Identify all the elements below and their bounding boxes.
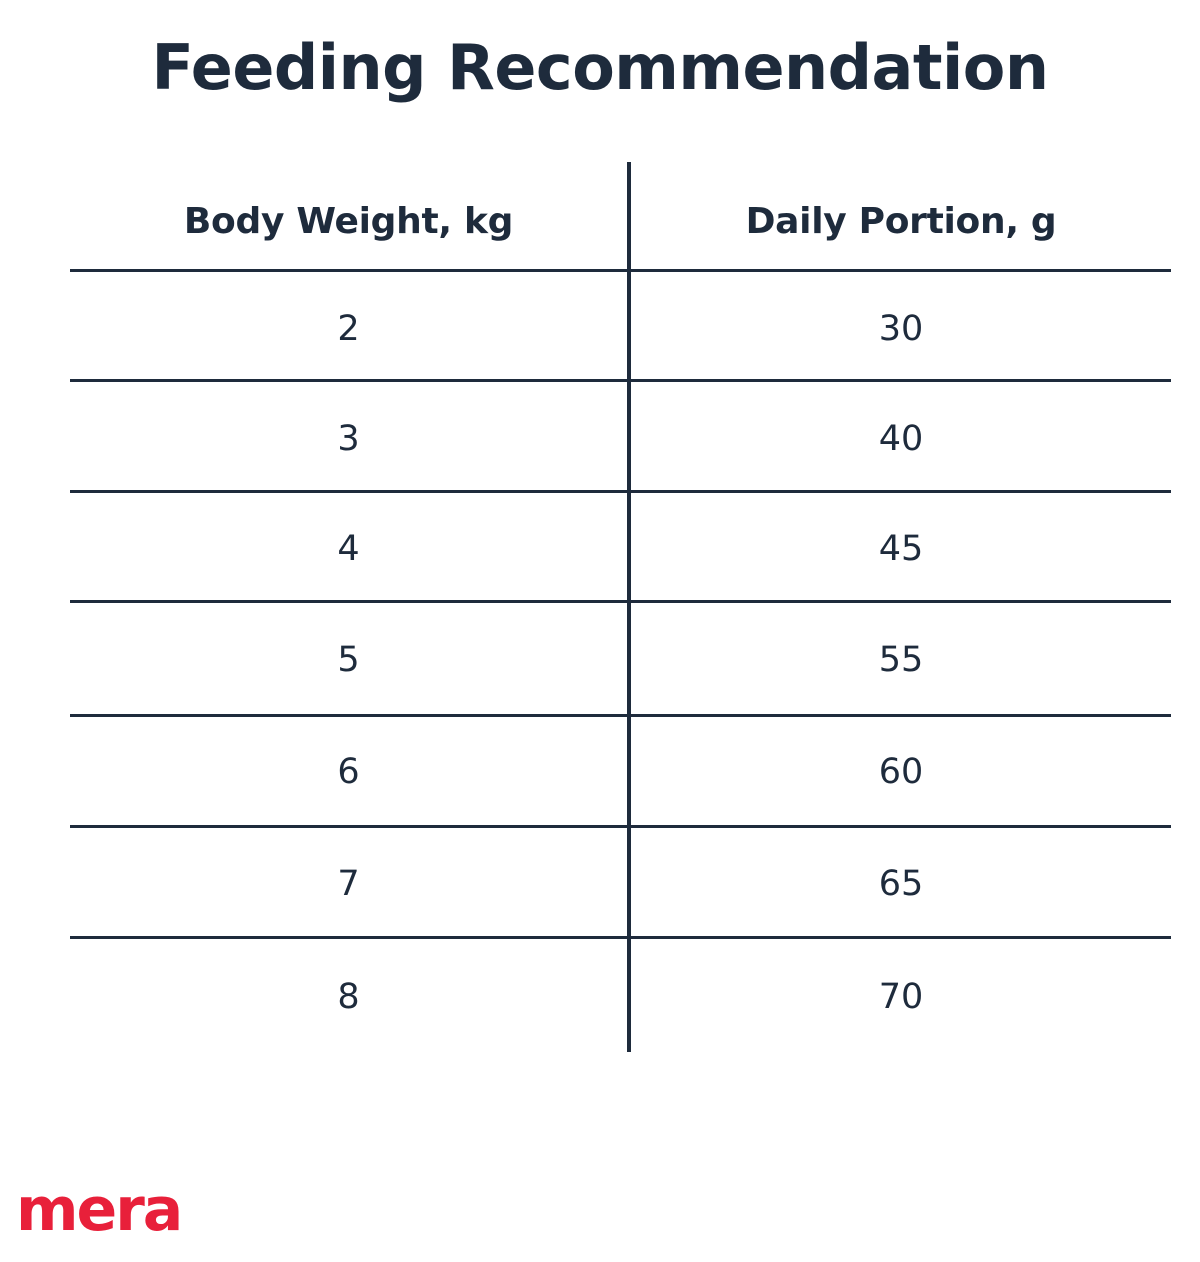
cell-body-weight: 5 <box>337 640 360 680</box>
mera-logo: mera <box>16 1175 183 1245</box>
cell-body-weight: 8 <box>337 977 360 1017</box>
cell-daily-portion: 30 <box>878 309 924 349</box>
row-divider <box>70 825 1171 828</box>
row-divider <box>70 490 1171 493</box>
cell-daily-portion: 55 <box>878 640 924 680</box>
header-daily-portion: Daily Portion, g <box>745 201 1057 242</box>
row-divider <box>70 714 1171 717</box>
row-divider <box>70 936 1171 939</box>
row-divider <box>70 379 1171 382</box>
column-divider <box>627 162 631 1052</box>
page-title: Feeding Recommendation <box>151 31 1049 104</box>
cell-body-weight: 7 <box>337 864 360 904</box>
cell-daily-portion: 60 <box>878 752 924 792</box>
row-divider <box>70 600 1171 603</box>
cell-body-weight: 2 <box>337 309 360 349</box>
feeding-table: Body Weight, kg Daily Portion, g 2 30 3 40 4… <box>70 162 1171 1052</box>
cell-daily-portion: 65 <box>878 864 924 904</box>
cell-daily-portion: 45 <box>878 529 924 569</box>
cell-daily-portion: 70 <box>878 977 924 1017</box>
header-body-weight: Body Weight, kg <box>183 201 514 242</box>
row-divider <box>70 269 1171 272</box>
cell-body-weight: 3 <box>337 419 360 459</box>
cell-body-weight: 6 <box>337 752 360 792</box>
cell-daily-portion: 40 <box>878 419 924 459</box>
cell-body-weight: 4 <box>337 529 360 569</box>
